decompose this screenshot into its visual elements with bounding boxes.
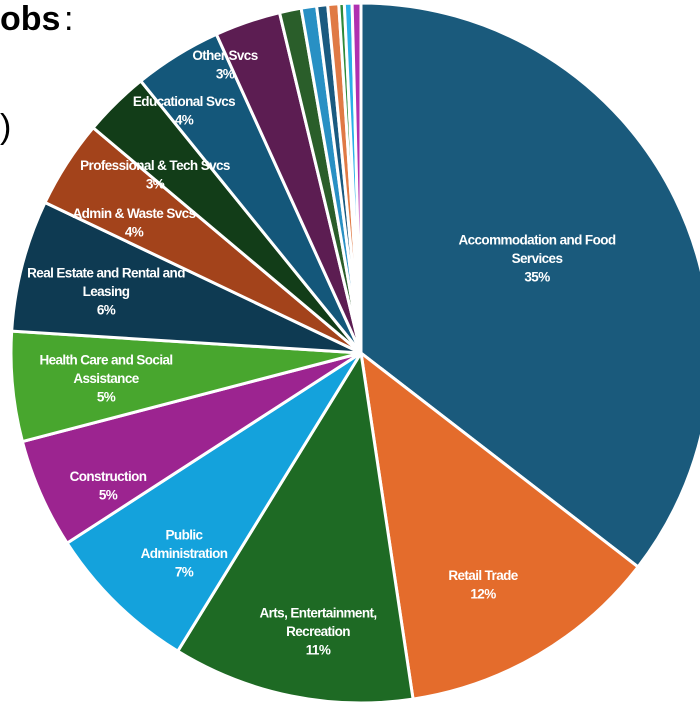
slice-percent-label: 5%: [97, 390, 116, 405]
pie-slice: [359, 1, 700, 570]
slice-percent-label: 12%: [470, 586, 496, 601]
chart-title-colon: :: [64, 0, 74, 38]
slice-category-label: Real Estate and Rental and: [27, 266, 185, 281]
slice-category-label: Retail Trade: [448, 568, 518, 583]
slice-percent-label: 35%: [524, 270, 550, 285]
slice-category-label: Assistance: [73, 371, 139, 386]
slice-percent-label: 3%: [216, 66, 235, 81]
chart-title-fragment: obs: [0, 0, 61, 38]
slice-category-label: Construction: [70, 469, 147, 484]
slice-percent-label: 5%: [99, 487, 118, 502]
slice-category-label: Leasing: [83, 284, 130, 299]
pie-slices: [9, 1, 700, 705]
pie-slice: [350, 1, 363, 354]
slice-category-label: Services: [512, 251, 563, 266]
slice-category-label: Health Care and Social: [39, 353, 172, 368]
slice-percent-label: 3%: [146, 176, 165, 191]
slice-category-label: Other Svcs: [192, 48, 257, 63]
chart-subtitle-fragment: ): [0, 108, 12, 146]
pie-slice: [10, 200, 362, 355]
pie-slice: [175, 348, 415, 705]
slice-percent-label: 4%: [125, 224, 144, 239]
slice-category-label: Public: [166, 528, 204, 543]
pie-slice: [65, 351, 363, 654]
slice-percent-label: 4%: [175, 112, 194, 127]
slice-category-label: Administration: [141, 546, 228, 561]
slice-category-label: Recreation: [286, 624, 350, 639]
slice-category-label: Professional & Tech Svcs: [80, 158, 230, 173]
slice-percent-label: 6%: [97, 303, 116, 318]
pie-slice: [358, 349, 641, 701]
slice-category-label: Admin & Waste Svcs: [73, 206, 196, 221]
slice-percent-label: 7%: [175, 565, 194, 580]
slice-category-label: Accommodation and Food: [458, 233, 615, 248]
slice-category-label: Educational Svcs: [133, 94, 235, 109]
pie-labels: Accommodation and Food Services 35% Retail …: [27, 48, 616, 658]
slice-percent-label: 11%: [306, 643, 331, 658]
slice-category-label: Arts, Entertainment,: [259, 606, 376, 621]
